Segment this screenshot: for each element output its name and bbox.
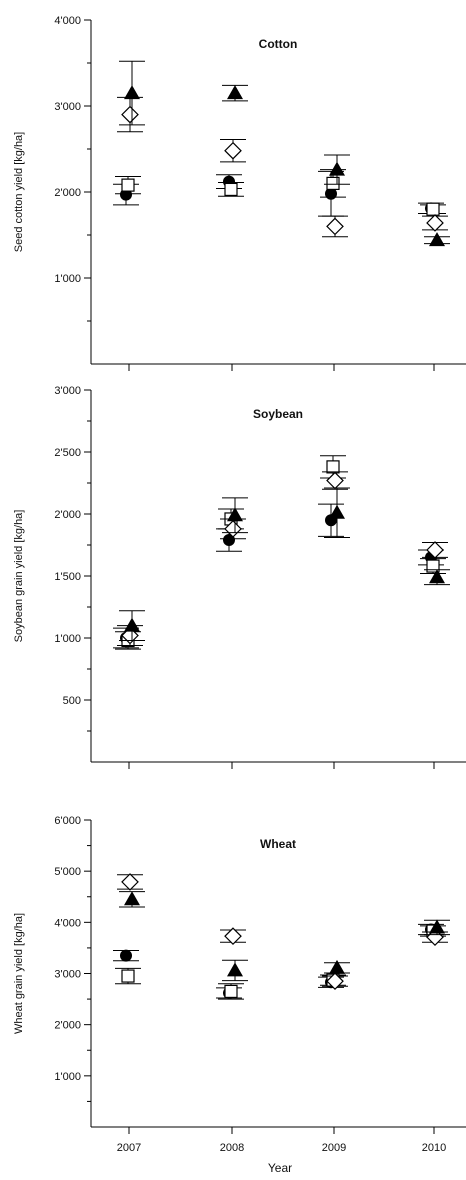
data-point-triangle-filled	[124, 891, 140, 906]
panel-title: Cotton	[259, 37, 298, 51]
data-point-diamond-open	[224, 141, 242, 160]
data-point-triangle-filled	[227, 507, 243, 522]
series-circle-filled	[113, 170, 444, 217]
data-point-triangle-filled	[227, 85, 243, 100]
data-point-triangle-filled	[429, 919, 445, 934]
y-tick-label: 500	[63, 695, 81, 707]
data-point-diamond-open	[326, 471, 344, 490]
data-point-diamond-open	[326, 217, 344, 236]
data-point-diamond-open	[426, 214, 444, 232]
series-diamond-open	[117, 471, 448, 646]
y-axis-title: Wheat grain yield [kg/ha]	[13, 913, 25, 1034]
x-tick-label: 2008	[220, 1142, 244, 1154]
data-point-triangle-filled	[329, 161, 345, 176]
panel-cotton: 1'000 2'000 3'000 4'000 Seed cotton yield [k…	[13, 15, 466, 371]
y-tick-label: 2'000	[54, 509, 81, 521]
data-point-diamond-open	[426, 541, 444, 559]
y-tick-label: 3'000	[54, 969, 81, 981]
y-tick-label: 2'500	[54, 447, 81, 459]
y-tick-label: 1'000	[54, 273, 81, 285]
y-tick-label: 2'000	[54, 1020, 81, 1032]
y-tick-label: 2'000	[54, 187, 81, 199]
series-circle-filled	[113, 503, 444, 649]
data-point-square-open	[426, 202, 440, 216]
y-axis-title: Seed cotton yield [kg/ha]	[13, 132, 25, 252]
series-square-open	[115, 924, 446, 1000]
series-triangle-filled	[119, 60, 450, 247]
x-tick-label: 2007	[117, 1142, 141, 1154]
series-triangle-filled	[119, 487, 450, 641]
data-point-triangle-filled	[227, 962, 243, 977]
data-point-triangle-filled	[329, 504, 345, 519]
data-point-square-open	[426, 559, 440, 573]
series-square-open	[115, 455, 446, 650]
data-point-diamond-open	[121, 873, 139, 891]
data-point-diamond-open	[326, 972, 344, 991]
x-tick-label: 2010	[422, 1142, 446, 1154]
data-point-circle-filled	[223, 534, 235, 547]
data-point-square-open	[121, 178, 135, 192]
data-point-triangle-filled	[429, 232, 445, 247]
y-tick-label: 6'000	[54, 815, 81, 827]
panel-soybean: 500 1'000 1'500 2'000 2'500 3'000 Soybean grai…	[13, 385, 466, 769]
data-point-triangle-filled	[124, 617, 140, 632]
x-tick-label: 2009	[322, 1142, 346, 1154]
series-circle-filled	[113, 923, 444, 999]
data-point-square-open	[224, 182, 238, 197]
y-tick-label: 4'000	[54, 15, 81, 27]
data-point-square-open	[121, 969, 135, 983]
y-tick-label: 5'000	[54, 866, 81, 878]
data-point-square-open	[326, 460, 340, 474]
x-axis-title: Year	[268, 1161, 292, 1175]
panel-title: Soybean	[253, 407, 303, 421]
y-tick-label: 1'500	[54, 571, 81, 583]
y-tick-label: 3'000	[54, 101, 81, 113]
y-tick-label: 1'000	[54, 1071, 81, 1083]
data-point-diamond-open	[224, 927, 242, 945]
data-point-square-open	[224, 984, 238, 999]
series-diamond-open	[117, 96, 448, 238]
panel-title: Wheat	[260, 837, 296, 851]
series-square-open	[115, 169, 446, 216]
data-point-triangle-filled	[124, 85, 140, 100]
panel-wheat: 1'000 2'000 3'000 4'000 5'000 6'000 Wheat grai…	[13, 815, 466, 1134]
data-point-square-open	[326, 176, 340, 190]
data-point-triangle-filled	[329, 959, 345, 974]
y-axis-title: Soybean grain yield [kg/ha]	[13, 510, 25, 643]
data-point-triangle-filled	[429, 569, 445, 584]
data-point-diamond-open	[121, 105, 139, 124]
series-diamond-open	[117, 873, 448, 991]
y-tick-label: 4'000	[54, 917, 81, 929]
series-triangle-filled	[119, 891, 450, 982]
y-tick-label: 1'000	[54, 633, 81, 645]
y-tick-label: 3'000	[54, 385, 81, 397]
data-point-circle-filled	[120, 949, 132, 962]
